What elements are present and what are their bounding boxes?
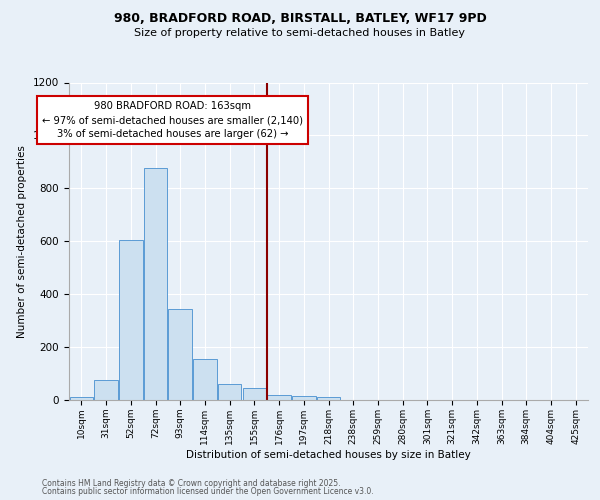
Bar xyxy=(119,240,143,400)
Text: 980, BRADFORD ROAD, BIRSTALL, BATLEY, WF17 9PD: 980, BRADFORD ROAD, BIRSTALL, BATLEY, WF… xyxy=(113,12,487,26)
Y-axis label: Number of semi-detached properties: Number of semi-detached properties xyxy=(17,145,28,338)
Text: Contains HM Land Registry data © Crown copyright and database right 2025.: Contains HM Land Registry data © Crown c… xyxy=(42,478,341,488)
Bar xyxy=(193,359,217,400)
Bar xyxy=(70,398,93,400)
Bar xyxy=(94,380,118,400)
Bar xyxy=(292,396,316,400)
Bar xyxy=(317,398,340,400)
Bar xyxy=(242,388,266,400)
Bar xyxy=(218,384,241,400)
Text: Contains public sector information licensed under the Open Government Licence v3: Contains public sector information licen… xyxy=(42,487,374,496)
Bar xyxy=(169,308,192,400)
Bar xyxy=(268,394,291,400)
Text: Size of property relative to semi-detached houses in Batley: Size of property relative to semi-detach… xyxy=(134,28,466,38)
Text: 980 BRADFORD ROAD: 163sqm
← 97% of semi-detached houses are smaller (2,140)
3% o: 980 BRADFORD ROAD: 163sqm ← 97% of semi-… xyxy=(43,101,304,139)
Bar xyxy=(144,168,167,400)
X-axis label: Distribution of semi-detached houses by size in Batley: Distribution of semi-detached houses by … xyxy=(186,450,471,460)
